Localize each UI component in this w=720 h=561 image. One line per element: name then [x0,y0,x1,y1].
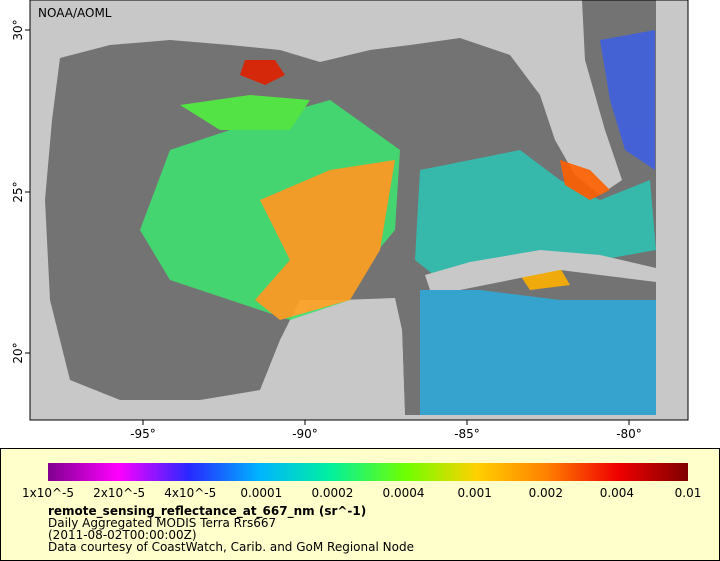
colorbar-labels: 1x10^-5 2x10^-5 4x10^-5 0.0001 0.0002 0.0004 0… [22,486,701,500]
lat-label: 20° [11,342,25,363]
colorbar-label: 0.001 [457,486,491,500]
colorbar-label: 0.004 [600,486,634,500]
colorbar-label: 0.0001 [240,486,282,500]
colorbar-label: 0.002 [529,486,563,500]
legend-time: (2011-08-02T00:00:00Z) [48,528,197,542]
reflectance-data [140,30,656,415]
map [30,0,688,420]
legend-variable: remote_sensing_reflectance_at_667_nm (sr… [48,504,366,519]
legend-credit: Data courtesy of CoastWatch, Carib. and … [48,540,414,554]
colorbar-label: 0.01 [675,486,702,500]
colorbar-label: 1x10^-5 [22,486,74,500]
lat-label: 30° [11,19,25,40]
lat-axis: 30° 25° 20° [11,19,30,364]
lon-label: -80° [616,427,642,441]
lon-label: -95° [130,427,156,441]
colorbar-label: 2x10^-5 [93,486,145,500]
legend-product: Daily Aggregated MODIS Terra Rrs667 [48,516,276,530]
yucatan [270,298,405,420]
map-frame [29,0,689,421]
colorbar-label: 0.0004 [383,486,425,500]
map-header: NOAA/AOML [38,6,112,20]
colorbar [48,463,688,481]
lon-label: -85° [454,427,480,441]
colorbar-label: 0.0002 [311,486,353,500]
lon-axis: -95° -90° -85° -80° [130,420,642,441]
cuba [425,250,656,290]
lon-label: -90° [292,427,318,441]
colorbar-label: 4x10^-5 [164,486,216,500]
lat-label: 25° [11,181,25,202]
